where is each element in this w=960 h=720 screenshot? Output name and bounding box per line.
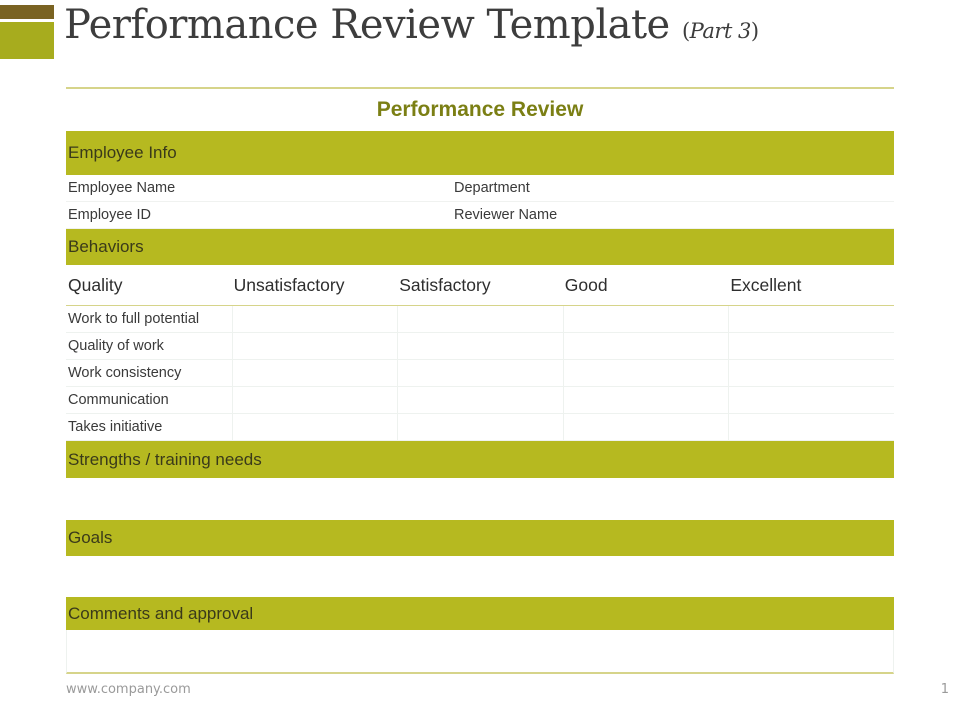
info-row: Employee Name Department <box>66 175 894 202</box>
rating-cell-good[interactable] <box>562 306 729 332</box>
rating-cell-excellent[interactable] <box>728 360 894 386</box>
reviewer-name-field[interactable]: Reviewer Name <box>454 207 558 223</box>
rating-cell-satisfactory[interactable] <box>397 414 563 440</box>
info-row: Employee ID Reviewer Name <box>66 202 894 229</box>
subtitle-text: Part 3 <box>689 19 752 43</box>
rating-cell-good[interactable] <box>562 360 729 386</box>
rating-cell-excellent[interactable] <box>728 414 894 440</box>
rating-cell-satisfactory[interactable] <box>397 387 563 413</box>
form-heading: Performance Review <box>376 98 584 121</box>
behavior-label: Communication <box>68 392 169 408</box>
rating-cell-unsatisfactory[interactable] <box>231 414 398 440</box>
section-comments: Comments and approval <box>66 597 894 630</box>
section-employee-info: Employee Info <box>66 131 894 175</box>
section-behaviors: Behaviors <box>66 229 894 265</box>
performance-review-form: Performance Review Employee Info Employe… <box>66 87 894 674</box>
header-good: Good <box>564 275 608 295</box>
comments-input-area[interactable] <box>66 630 894 674</box>
behaviors-header-row: Quality Unsatisfactory Satisfactory Good… <box>66 265 894 306</box>
behavior-label: Work to full potential <box>68 311 200 327</box>
behavior-label: Work consistency <box>68 365 182 381</box>
employee-name-field[interactable]: Employee Name <box>68 180 176 196</box>
footer-url: www.company.com <box>66 682 191 697</box>
table-row: Communication <box>66 387 894 414</box>
behavior-label: Takes initiative <box>68 419 163 435</box>
rating-cell-satisfactory[interactable] <box>397 306 563 332</box>
slide-subtitle: (Part 3) <box>682 19 759 43</box>
form-top-rule <box>66 87 894 89</box>
header-quality: Quality <box>68 275 123 295</box>
department-field[interactable]: Department <box>454 180 530 196</box>
rating-cell-satisfactory[interactable] <box>397 360 563 386</box>
slide-title: Performance Review Template (Part 3) <box>64 2 759 48</box>
rating-cell-unsatisfactory[interactable] <box>231 333 398 359</box>
rating-cell-unsatisfactory[interactable] <box>231 387 398 413</box>
rating-cell-good[interactable] <box>562 387 729 413</box>
rating-cell-excellent[interactable] <box>728 333 894 359</box>
rating-cell-satisfactory[interactable] <box>397 333 563 359</box>
accent-bar-light <box>0 22 54 59</box>
subtitle-open-paren: ( <box>681 19 690 43</box>
employee-id-field[interactable]: Employee ID <box>68 207 152 223</box>
header-unsatisfactory: Unsatisfactory <box>233 275 345 295</box>
rating-cell-excellent[interactable] <box>728 306 894 332</box>
accent-bar-dark <box>0 5 54 19</box>
section-goals: Goals <box>66 520 894 556</box>
header-excellent: Excellent <box>730 275 802 295</box>
table-row: Work to full potential <box>66 306 894 333</box>
table-row: Takes initiative <box>66 414 894 441</box>
behavior-label: Quality of work <box>68 338 164 354</box>
table-row: Quality of work <box>66 333 894 360</box>
goals-input-area[interactable] <box>66 556 894 597</box>
section-strengths: Strengths / training needs <box>66 441 894 478</box>
rating-cell-good[interactable] <box>562 414 729 440</box>
rating-cell-unsatisfactory[interactable] <box>231 360 398 386</box>
rating-cell-excellent[interactable] <box>728 387 894 413</box>
header-satisfactory: Satisfactory <box>399 275 491 295</box>
rating-cell-good[interactable] <box>562 333 729 359</box>
page-number: 1 <box>940 682 949 697</box>
slide-title-text: Performance Review Template <box>64 2 670 48</box>
table-row: Work consistency <box>66 360 894 387</box>
subtitle-close-paren: ) <box>750 19 759 43</box>
strengths-input-area[interactable] <box>66 478 894 520</box>
rating-cell-unsatisfactory[interactable] <box>231 306 398 332</box>
